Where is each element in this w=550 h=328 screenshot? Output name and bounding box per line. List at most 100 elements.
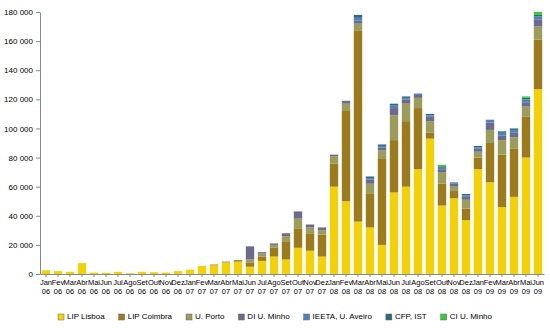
legend-item: IEETA, U. Aveiro: [304, 312, 373, 321]
bar: [330, 163, 338, 186]
bar: [498, 131, 506, 132]
bar: [306, 224, 314, 225]
tick-mark: [46, 274, 47, 277]
tick: Abr08: [364, 274, 376, 296]
tick-label: Jun07: [244, 278, 256, 295]
bar: [306, 227, 314, 233]
bar: [366, 227, 374, 274]
tick-label: Jan06: [40, 278, 52, 295]
bar: [534, 12, 542, 15]
tick-label: Abr09: [508, 278, 520, 295]
bar: [234, 260, 242, 261]
tick: Mar07: [208, 274, 221, 296]
bar: [426, 114, 434, 115]
tick-label: 60 000: [9, 183, 34, 192]
bar: [78, 263, 86, 264]
bar: [522, 98, 530, 99]
legend-item: CI U. Minho: [441, 312, 493, 321]
tick: Mar08: [352, 274, 365, 296]
tick-mark: [142, 274, 143, 277]
tick-mark: [430, 274, 431, 277]
bar: [354, 18, 362, 21]
bar: [342, 100, 350, 101]
bar: [246, 246, 254, 259]
tick: Jul08: [401, 274, 411, 296]
x-axis: Jan06Fev06Mar06Abr06Mai06Jun06Jul06Ago06…: [40, 274, 545, 296]
bar: [174, 271, 182, 272]
bar: [330, 154, 338, 155]
bar: [354, 31, 362, 222]
bar: [78, 263, 86, 264]
bar: [198, 265, 206, 266]
bar: [174, 271, 182, 274]
tick: Set07: [280, 274, 292, 296]
tick-mark: [36, 41, 40, 42]
bar: [306, 224, 314, 225]
tick-mark: [214, 274, 215, 277]
bar: [510, 137, 518, 149]
bar: [258, 252, 266, 253]
bar: [498, 207, 506, 274]
tick-label: 120 000: [4, 95, 33, 104]
bar: [66, 271, 74, 272]
bar: [414, 95, 422, 98]
bar: [486, 119, 494, 120]
tick-mark: [58, 274, 59, 277]
bar: [54, 271, 62, 272]
bar: [342, 101, 350, 104]
tick-label: Set07: [280, 278, 292, 295]
tick-label: 20 000: [9, 241, 34, 250]
bar: [150, 272, 158, 274]
bar: [246, 246, 254, 247]
bar: [354, 222, 362, 274]
bar: [210, 265, 218, 274]
bar: [282, 259, 290, 274]
bar: [402, 98, 410, 99]
bar: [114, 271, 122, 272]
bar: [198, 265, 206, 266]
bar: [78, 263, 86, 264]
tick-mark: [370, 274, 371, 277]
bar: [378, 144, 386, 145]
bar: [306, 224, 314, 225]
tick: Jul07: [257, 274, 267, 296]
bar: [294, 211, 302, 212]
tick-mark: [538, 274, 539, 277]
bar: [486, 143, 494, 182]
bars: [42, 12, 542, 274]
tick-mark: [454, 274, 455, 277]
bar: [114, 271, 122, 272]
bar: [330, 187, 338, 274]
bar: [66, 272, 74, 274]
tick: 20 000: [9, 241, 40, 250]
bar: [318, 227, 326, 228]
tick-mark: [106, 274, 107, 277]
bar: [534, 15, 542, 16]
bar: [450, 198, 458, 274]
tick-mark: [36, 216, 40, 217]
bar: [438, 206, 446, 274]
bar: [378, 144, 386, 145]
bar: [174, 271, 182, 272]
tick-mark: [526, 274, 527, 277]
bar: [474, 169, 482, 274]
tick-mark: [36, 274, 40, 275]
bar: [510, 133, 518, 137]
bar: [354, 24, 362, 31]
bar: [42, 270, 50, 271]
bar: [162, 272, 170, 273]
bar: [102, 272, 110, 273]
bar: [210, 264, 218, 265]
series: [246, 24, 542, 263]
bar: [246, 246, 254, 247]
bar: [162, 272, 170, 273]
bar: [102, 272, 110, 273]
bar: [66, 271, 74, 272]
bar: [462, 209, 470, 221]
tick: 180 000: [4, 8, 40, 17]
tick-mark: [514, 274, 515, 277]
bar: [186, 270, 194, 274]
bar: [90, 272, 98, 273]
bar: [258, 252, 266, 253]
tick: Jan07: [184, 274, 196, 296]
